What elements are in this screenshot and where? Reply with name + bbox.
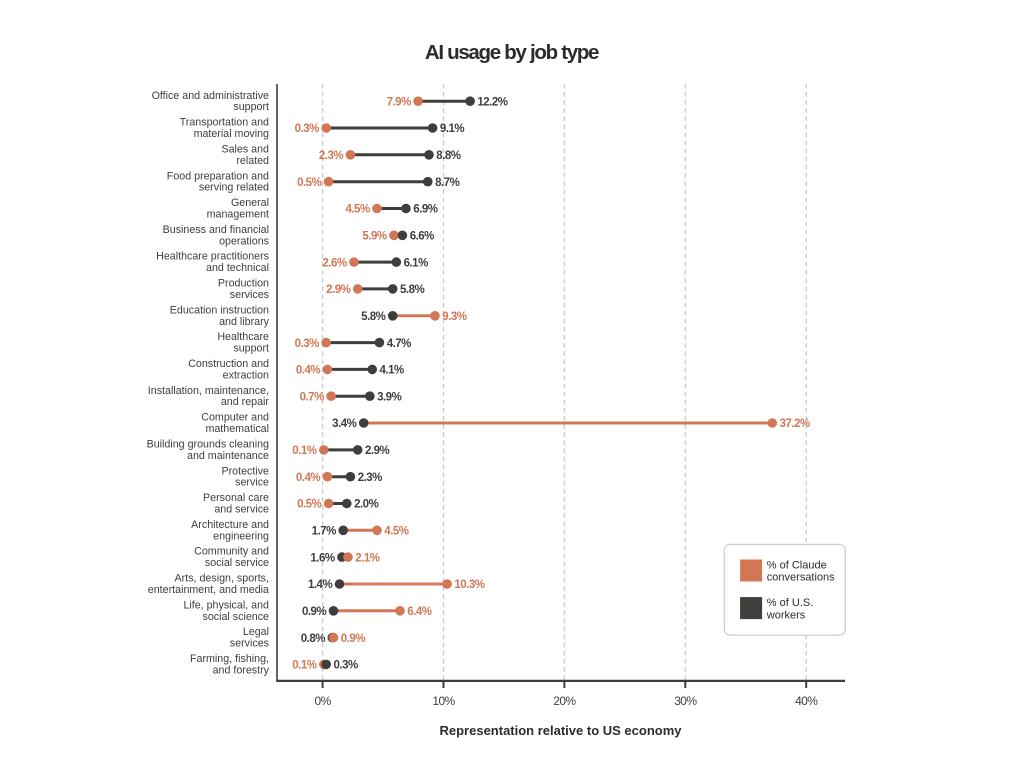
svg-text:20%: 20% bbox=[553, 694, 576, 708]
svg-text:0.5%: 0.5% bbox=[297, 177, 321, 189]
svg-text:8.8%: 8.8% bbox=[436, 150, 460, 162]
svg-text:social service: social service bbox=[205, 557, 269, 569]
svg-text:9.3%: 9.3% bbox=[442, 311, 466, 323]
svg-text:0.1%: 0.1% bbox=[292, 445, 316, 457]
svg-text:Sales and: Sales and bbox=[221, 143, 269, 155]
svg-text:1.7%: 1.7% bbox=[312, 526, 336, 538]
svg-text:Food preparation and: Food preparation and bbox=[167, 170, 269, 182]
svg-text:2.1%: 2.1% bbox=[355, 552, 379, 564]
svg-text:8.7%: 8.7% bbox=[435, 177, 459, 189]
svg-text:2.6%: 2.6% bbox=[322, 257, 346, 269]
svg-text:Education instruction: Education instruction bbox=[170, 304, 269, 316]
svg-text:material moving: material moving bbox=[194, 128, 269, 140]
svg-text:7.9%: 7.9% bbox=[387, 96, 411, 108]
svg-text:Office and administrative: Office and administrative bbox=[152, 90, 269, 102]
svg-text:service: service bbox=[235, 477, 269, 489]
svg-text:and maintenance: and maintenance bbox=[187, 450, 269, 462]
svg-text:6.1%: 6.1% bbox=[404, 257, 428, 269]
svg-text:and technical: and technical bbox=[206, 262, 269, 274]
svg-text:2.0%: 2.0% bbox=[354, 499, 378, 511]
svg-text:Healthcare: Healthcare bbox=[217, 331, 269, 343]
svg-text:0.3%: 0.3% bbox=[295, 338, 319, 350]
svg-text:workers: workers bbox=[766, 609, 806, 621]
svg-text:5.8%: 5.8% bbox=[400, 284, 424, 296]
svg-text:6.6%: 6.6% bbox=[410, 231, 434, 243]
svg-text:Installation, maintenance,: Installation, maintenance, bbox=[148, 385, 269, 397]
svg-text:Life, physical, and: Life, physical, and bbox=[183, 599, 269, 611]
svg-text:entertainment, and media: entertainment, and media bbox=[148, 584, 269, 596]
svg-text:0.4%: 0.4% bbox=[296, 365, 320, 377]
svg-text:5.8%: 5.8% bbox=[361, 311, 385, 323]
svg-text:12.2%: 12.2% bbox=[477, 96, 507, 108]
svg-text:10.3%: 10.3% bbox=[454, 579, 484, 591]
svg-text:and forestry: and forestry bbox=[213, 664, 270, 676]
svg-text:Arts, design, sports,: Arts, design, sports, bbox=[175, 573, 269, 585]
svg-text:6.9%: 6.9% bbox=[413, 204, 437, 216]
svg-text:General: General bbox=[231, 197, 269, 209]
svg-text:0%: 0% bbox=[315, 694, 332, 708]
svg-text:and library: and library bbox=[219, 316, 270, 328]
svg-text:conversations: conversations bbox=[767, 572, 835, 584]
svg-text:1.4%: 1.4% bbox=[308, 579, 332, 591]
svg-text:Community and: Community and bbox=[194, 546, 269, 558]
svg-text:extraction: extraction bbox=[223, 369, 269, 381]
svg-text:6.4%: 6.4% bbox=[407, 606, 431, 618]
svg-text:Transportation and: Transportation and bbox=[180, 117, 269, 129]
svg-text:4.1%: 4.1% bbox=[380, 365, 404, 377]
svg-text:services: services bbox=[230, 638, 269, 650]
svg-text:1.6%: 1.6% bbox=[310, 552, 334, 564]
svg-text:management: management bbox=[207, 209, 269, 221]
svg-text:0.3%: 0.3% bbox=[334, 660, 358, 672]
svg-text:engineering: engineering bbox=[213, 530, 269, 542]
svg-text:support: support bbox=[233, 343, 269, 355]
svg-text:Protective: Protective bbox=[221, 465, 269, 477]
svg-text:related: related bbox=[236, 155, 269, 167]
svg-text:5.9%: 5.9% bbox=[362, 231, 386, 243]
svg-text:9.1%: 9.1% bbox=[440, 123, 464, 135]
svg-text:and service: and service bbox=[214, 504, 269, 516]
svg-text:37.2%: 37.2% bbox=[780, 418, 810, 430]
svg-text:Business and financial: Business and financial bbox=[163, 224, 269, 236]
svg-text:0.4%: 0.4% bbox=[296, 472, 320, 484]
svg-text:and repair: and repair bbox=[221, 396, 270, 408]
svg-text:Farming, fishing,: Farming, fishing, bbox=[190, 653, 269, 665]
svg-text:10%: 10% bbox=[432, 694, 455, 708]
svg-text:2.9%: 2.9% bbox=[365, 445, 389, 457]
svg-text:serving related: serving related bbox=[199, 182, 269, 194]
svg-text:30%: 30% bbox=[674, 694, 697, 708]
svg-text:3.4%: 3.4% bbox=[332, 418, 356, 430]
svg-text:Computer and: Computer and bbox=[201, 412, 269, 424]
svg-text:40%: 40% bbox=[795, 694, 818, 708]
svg-text:0.1%: 0.1% bbox=[292, 660, 316, 672]
svg-text:support: support bbox=[233, 101, 269, 113]
svg-text:% of Claude: % of Claude bbox=[767, 560, 827, 572]
svg-text:3.9%: 3.9% bbox=[377, 391, 401, 403]
svg-text:0.7%: 0.7% bbox=[300, 391, 324, 403]
svg-text:0.8%: 0.8% bbox=[301, 633, 325, 645]
svg-text:services: services bbox=[230, 289, 269, 301]
svg-text:2.3%: 2.3% bbox=[358, 472, 382, 484]
svg-text:social science: social science bbox=[202, 611, 269, 623]
svg-text:2.9%: 2.9% bbox=[326, 284, 350, 296]
svg-text:Construction and: Construction and bbox=[188, 358, 269, 370]
svg-text:Architecture and: Architecture and bbox=[191, 519, 269, 531]
svg-text:mathematical: mathematical bbox=[205, 423, 269, 435]
svg-text:0.5%: 0.5% bbox=[297, 499, 321, 511]
svg-text:Legal: Legal bbox=[243, 626, 269, 638]
svg-text:% of U.S.: % of U.S. bbox=[767, 597, 813, 609]
svg-text:4.7%: 4.7% bbox=[387, 338, 411, 350]
svg-text:0.3%: 0.3% bbox=[295, 123, 319, 135]
svg-text:operations: operations bbox=[219, 235, 269, 247]
svg-text:AI usage by job type: AI usage by job type bbox=[425, 41, 599, 64]
svg-text:Building grounds cleaning: Building grounds cleaning bbox=[147, 439, 269, 451]
svg-text:0.9%: 0.9% bbox=[341, 633, 365, 645]
svg-text:Personal care: Personal care bbox=[203, 492, 269, 504]
svg-text:2.3%: 2.3% bbox=[319, 150, 343, 162]
svg-text:4.5%: 4.5% bbox=[345, 204, 369, 216]
svg-text:4.5%: 4.5% bbox=[384, 526, 408, 538]
svg-text:Healthcare practitioners: Healthcare practitioners bbox=[156, 251, 269, 263]
svg-text:Representation relative to US: Representation relative to US economy bbox=[439, 723, 682, 738]
svg-text:Production: Production bbox=[218, 278, 269, 290]
svg-text:0.9%: 0.9% bbox=[302, 606, 326, 618]
